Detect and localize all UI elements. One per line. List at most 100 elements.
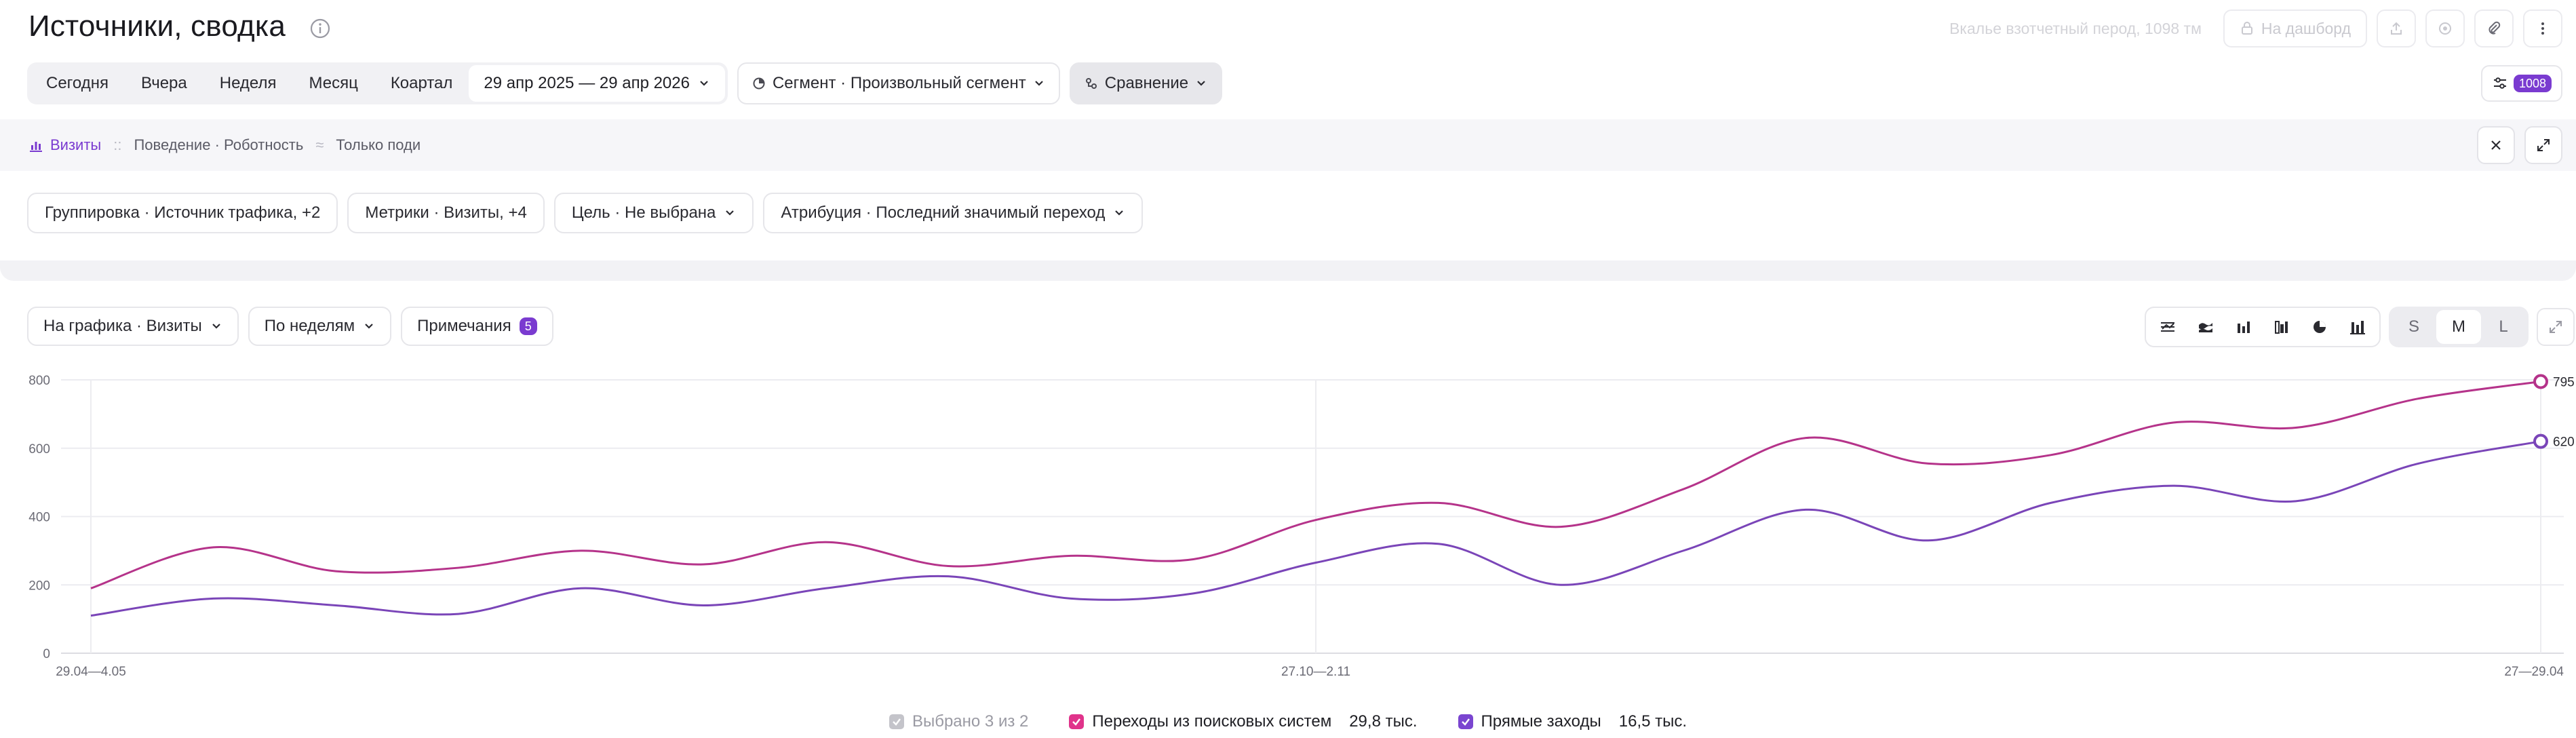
chart-type-bars[interactable] xyxy=(2225,309,2263,345)
breadcrumb-visits[interactable]: Визиты xyxy=(28,136,101,154)
chart-icon xyxy=(30,142,42,152)
chevron-down-icon xyxy=(1034,81,1043,86)
more-button[interactable] xyxy=(2523,9,2562,47)
attribution-selector[interactable]: Атрибуция · Последний значимый переход xyxy=(763,193,1144,233)
segment-icon xyxy=(753,77,765,90)
interval-selector[interactable]: По неделям xyxy=(248,307,392,346)
y-tick-label: 400 xyxy=(28,511,50,525)
period-today[interactable]: Сегодня xyxy=(46,74,109,92)
header-actions: Вкалье взотчетный перод, 1098 тм На дашб… xyxy=(1949,9,2562,47)
x-tick-label: 27.10—2.11 xyxy=(1281,665,1350,679)
comparison-label: Сравнение xyxy=(1104,74,1189,92)
size-s-button[interactable]: S xyxy=(2408,317,2419,336)
grouping-selector[interactable]: Группировка · Источник трафика, +2 xyxy=(27,193,338,233)
date-range-picker[interactable]: 29 апр 2025 — 29 апр 2026 xyxy=(469,65,725,102)
legend-item-label: Переходы из поисковых систем xyxy=(1092,712,1332,731)
interval-label: По неделям xyxy=(264,317,355,335)
chevron-down-icon xyxy=(700,81,708,86)
close-icon xyxy=(2491,140,2501,150)
y-tick-label: 600 xyxy=(28,442,50,457)
comparison-selector[interactable]: Сравнение xyxy=(1069,62,1223,104)
period-selector: Сегодня Вчера Неделя Месяц Коартал 29 ап… xyxy=(27,62,728,104)
notes-button[interactable]: Примечания 5 xyxy=(401,307,553,346)
expand-band-button[interactable] xyxy=(2524,126,2562,164)
chart-type-area[interactable] xyxy=(2187,309,2225,345)
add-to-dashboard-button[interactable]: На дашборд xyxy=(2223,9,2367,47)
size-l-button[interactable]: L xyxy=(2499,317,2508,336)
legend-item-search[interactable]: Переходы из поисковых систем 29,8 тыс. xyxy=(1069,712,1418,731)
more-icon xyxy=(2541,22,2544,35)
report-settings: Группировка · Источник трафика, +2 Метри… xyxy=(27,193,1144,233)
legend-item-value: 29,8 тыс. xyxy=(1349,712,1418,731)
area-icon xyxy=(2199,323,2212,332)
subscribe-button[interactable] xyxy=(2425,9,2465,47)
legend-item-direct[interactable]: Прямые заходы 16,5 тыс. xyxy=(1458,712,1687,731)
visits-chart: 800 600 400 200 0 29.04—4.05 27.10—2.11 27—29.0… xyxy=(0,360,2576,685)
chevron-down-icon xyxy=(365,324,373,329)
metrics-selector[interactable]: Метрики · Визиты, +4 xyxy=(347,193,545,233)
chart-type-pie[interactable] xyxy=(2301,309,2339,345)
notes-label: Примечания xyxy=(417,317,511,335)
period-week[interactable]: Неделя xyxy=(219,74,277,92)
filters-button[interactable]: 1008 xyxy=(2480,65,2562,102)
chart-controls: На графика · Визиты По неделям Примечани… xyxy=(27,307,553,346)
chart-expand-button[interactable] xyxy=(2537,308,2575,346)
segment-selector[interactable]: Сегмент · Произвольный сегмент xyxy=(737,62,1060,104)
compare-icon xyxy=(1085,78,1097,89)
chart-type-columns[interactable] xyxy=(2339,309,2377,345)
period-quarter[interactable]: Коартал xyxy=(390,74,453,92)
add-to-dashboard-label: На дашборд xyxy=(2261,19,2351,37)
notes-count-badge: 5 xyxy=(519,317,537,335)
chevron-down-icon xyxy=(726,210,735,216)
legend-item-value: 16,5 тыс. xyxy=(1618,712,1687,731)
legend-selected-label: Выбрано 3 из 2 xyxy=(912,712,1029,731)
chart-type-selector xyxy=(2145,307,2381,347)
chart-type-stacked[interactable] xyxy=(2263,309,2301,345)
x-tick-label: 27—29.04 xyxy=(2504,665,2564,679)
breadcrumb-separator: :: xyxy=(113,136,122,153)
period-toolbar: Сегодня Вчера Неделя Месяц Коартал 29 ап… xyxy=(27,62,1223,104)
export-button[interactable] xyxy=(2377,9,2416,47)
lines-icon xyxy=(2161,322,2174,332)
checkbox-icon xyxy=(889,714,904,729)
section-divider xyxy=(0,260,2576,281)
breadcrumb-filter[interactable]: Только поди xyxy=(336,136,421,153)
date-range-label: 29 апр 2025 — 29 апр 2026 xyxy=(484,74,690,92)
y-tick-label: 800 xyxy=(28,374,50,388)
attach-button[interactable] xyxy=(2474,9,2514,47)
expand-icon xyxy=(2537,139,2550,151)
x-tick-label: 29.04—4.05 xyxy=(56,665,126,679)
info-icon[interactable] xyxy=(309,18,331,39)
report-breadcrumb-band: Визиты :: Поведение · Роботность ≈ Тольк… xyxy=(0,119,2576,171)
lock-icon xyxy=(2241,22,2252,35)
period-yesterday[interactable]: Вчера xyxy=(140,74,187,92)
series-end-label: 795 xyxy=(2553,376,2575,390)
y-tick-label: 200 xyxy=(28,579,50,593)
stacked-bars-icon xyxy=(2275,321,2288,334)
chevron-down-icon xyxy=(212,324,220,329)
report-hint: Вкалье взотчетный перод, 1098 тм xyxy=(1949,19,2202,37)
segment-label: Сегмент · Произвольный сегмент xyxy=(772,74,1026,92)
bars-icon xyxy=(2238,322,2250,333)
breadcrumb-separator: ≈ xyxy=(315,136,324,153)
size-m-button[interactable]: M xyxy=(2436,310,2481,344)
chevron-down-icon xyxy=(1115,210,1124,216)
y-tick-label: 0 xyxy=(43,647,50,661)
chart-legend: Выбрано 3 из 2 Переходы из поисковых сис… xyxy=(0,708,2576,735)
breadcrumb-behavior[interactable]: Поведение · Роботность xyxy=(134,136,304,153)
close-button[interactable] xyxy=(2477,126,2515,164)
subscribe-icon xyxy=(2439,22,2451,35)
chart-type-lines[interactable] xyxy=(2149,309,2187,345)
checkbox-icon xyxy=(1458,714,1473,729)
breadcrumb: Визиты :: Поведение · Роботность ≈ Тольк… xyxy=(28,119,421,171)
period-month[interactable]: Месяц xyxy=(309,74,358,92)
attribution-label: Атрибуция · Последний значимый переход xyxy=(781,203,1106,222)
checkbox-icon xyxy=(1069,714,1085,729)
band-actions xyxy=(2477,126,2562,164)
goal-selector[interactable]: Цель · Не выбрана xyxy=(553,193,754,233)
chevron-down-icon xyxy=(1197,81,1205,86)
chart-metric-selector[interactable]: На графика · Визиты xyxy=(27,307,239,346)
legend-select-all[interactable]: Выбрано 3 из 2 xyxy=(889,712,1028,731)
chart-size-selector: S M L xyxy=(2389,307,2529,347)
legend-item-label: Прямые заходы xyxy=(1481,712,1601,731)
